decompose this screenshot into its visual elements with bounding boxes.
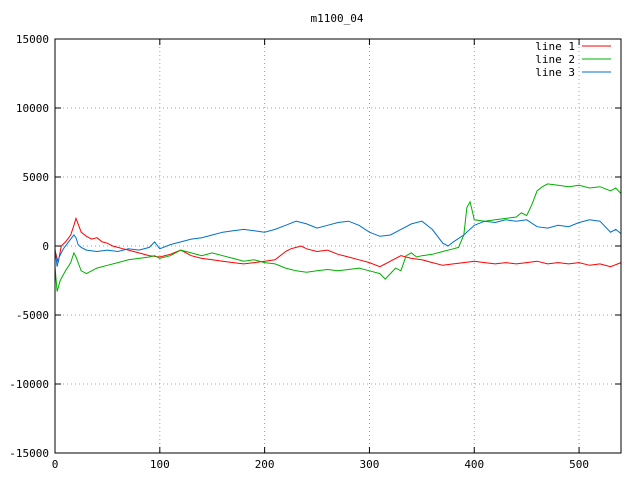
y-tick-label: 10000: [16, 102, 49, 115]
x-tick-label: 200: [255, 458, 275, 471]
y-tick-label: 0: [42, 240, 49, 253]
series-lines: [54, 183, 622, 292]
y-tick-label: -5000: [16, 309, 49, 322]
y-tick-label: 5000: [23, 171, 50, 184]
x-tick-label: 400: [464, 458, 484, 471]
y-tick-label: 15000: [16, 33, 49, 46]
series-line-2: [54, 183, 622, 292]
legend-label-3: line 3: [535, 66, 575, 79]
series-line-1: [54, 216, 622, 268]
x-tick-label: 300: [360, 458, 380, 471]
x-tick-label: 100: [150, 458, 170, 471]
y-tick-label: -15000: [9, 447, 49, 460]
series-line-3: [54, 219, 622, 267]
x-tick-label: 0: [52, 458, 59, 471]
grid: [55, 39, 621, 453]
x-tick-label: 500: [569, 458, 589, 471]
y-tick-label: -10000: [9, 378, 49, 391]
legend-label-1: line 1: [535, 40, 575, 53]
chart-title: m1100_04: [311, 12, 364, 25]
axis-ticks: 0 100 200 300 400 500 -15000 -10000 -5000 0 5000 10…: [9, 33, 621, 471]
legend-label-2: line 2: [535, 53, 575, 66]
